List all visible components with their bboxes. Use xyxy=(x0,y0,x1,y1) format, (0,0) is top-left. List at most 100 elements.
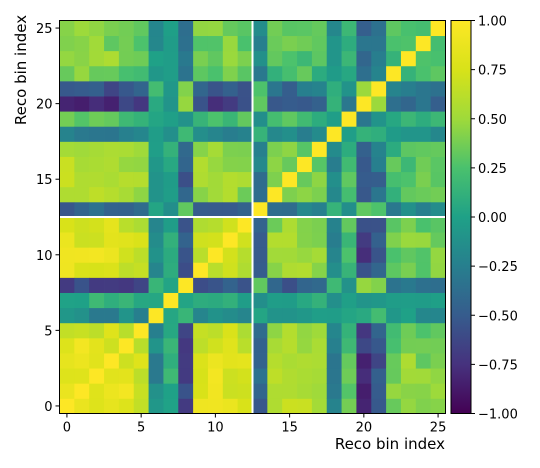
heatmap-cell xyxy=(193,50,209,67)
heatmap-cell xyxy=(133,20,149,37)
heatmap-cell xyxy=(59,217,75,233)
plot-frame xyxy=(59,20,446,414)
heatmap-cell xyxy=(282,50,298,67)
heatmap-cell xyxy=(415,141,432,157)
heatmap-cell xyxy=(282,217,298,233)
heatmap-cell xyxy=(311,217,328,233)
heatmap-cell xyxy=(297,80,313,97)
heatmap-cell xyxy=(237,50,253,67)
heatmap-cell xyxy=(297,201,313,218)
heatmap-cell xyxy=(341,80,357,97)
heatmap-cell xyxy=(400,337,417,354)
heatmap-cell xyxy=(237,156,253,173)
heatmap-cell xyxy=(148,80,164,97)
heatmap-cell xyxy=(89,20,105,37)
heatmap-cell xyxy=(193,353,209,369)
heatmap-cell xyxy=(371,65,387,82)
heatmap-cell xyxy=(89,383,105,399)
heatmap-cell xyxy=(341,171,357,188)
heatmap-cell xyxy=(282,247,298,263)
heatmap-cell xyxy=(386,186,402,203)
heatmap-cell xyxy=(222,141,239,157)
heatmap-cell xyxy=(163,277,179,293)
heatmap-cell xyxy=(326,186,342,203)
heatmap-cell xyxy=(163,96,179,112)
heatmap-cell xyxy=(133,262,149,278)
heatmap-cell xyxy=(104,383,120,399)
heatmap-cell xyxy=(59,35,75,52)
heatmap-cell xyxy=(193,277,209,293)
heatmap-cell xyxy=(104,398,120,414)
heatmap-cell xyxy=(415,156,432,173)
heatmap-cell xyxy=(178,20,194,37)
heatmap-cell xyxy=(326,65,342,82)
heatmap-cell xyxy=(207,337,224,354)
heatmap-cell xyxy=(89,353,105,369)
heatmap-cell xyxy=(59,80,75,97)
heatmap-cell xyxy=(326,383,342,399)
heatmap-cell xyxy=(252,111,268,127)
heatmap-cell xyxy=(207,35,224,52)
heatmap-cell xyxy=(89,186,105,203)
heatmap-cell xyxy=(371,50,387,67)
heatmap-cell xyxy=(74,277,90,293)
heatmap-cell xyxy=(222,232,239,248)
heatmap-cell xyxy=(59,96,75,112)
heatmap-cell xyxy=(133,292,149,309)
heatmap-cell xyxy=(282,80,298,97)
heatmap-cell xyxy=(371,141,387,157)
heatmap-cell xyxy=(252,232,268,248)
heatmap-cell xyxy=(282,65,298,82)
heatmap-cell xyxy=(297,232,313,248)
heatmap-cell xyxy=(386,247,402,263)
heatmap-cell xyxy=(207,171,224,188)
heatmap-cell xyxy=(178,96,194,112)
heatmap-cell xyxy=(311,262,328,278)
heatmap-cell xyxy=(400,307,417,324)
heatmap-cell xyxy=(74,292,90,309)
heatmap-cell xyxy=(415,186,432,203)
heatmap-cell xyxy=(356,96,372,112)
heatmap-cell xyxy=(207,186,224,203)
heatmap-cell xyxy=(282,292,298,309)
heatmap-cell xyxy=(297,368,313,384)
heatmap-cell xyxy=(326,247,342,263)
heatmap-cell xyxy=(178,277,194,293)
heatmap-cell xyxy=(311,50,328,67)
heatmap-cell xyxy=(59,277,75,293)
heatmap-cell xyxy=(386,307,402,324)
heatmap-cell xyxy=(163,307,179,324)
heatmap-cell xyxy=(341,353,357,369)
heatmap-cell xyxy=(386,20,402,37)
heatmap-cell xyxy=(430,156,446,173)
heatmap-cell xyxy=(400,292,417,309)
heatmap-cell xyxy=(74,171,90,188)
heatmap-cell xyxy=(207,80,224,97)
heatmap-cell xyxy=(415,50,432,67)
heatmap-cell xyxy=(133,35,149,52)
heatmap-cell xyxy=(297,96,313,112)
heatmap-cell xyxy=(74,35,90,52)
heatmap-cell xyxy=(297,111,313,127)
heatmap-cell xyxy=(282,398,298,414)
heatmap-cell xyxy=(267,20,283,37)
heatmap-cell xyxy=(430,80,446,97)
x-axis-ticks: 0 5 10 15 20 25 xyxy=(63,413,446,436)
heatmap-cell xyxy=(74,322,90,339)
heatmap-cell xyxy=(252,262,268,278)
heatmap-cell xyxy=(267,186,283,203)
heatmap-cell xyxy=(237,277,253,293)
heatmap-cell xyxy=(222,322,239,339)
heatmap-cell xyxy=(341,247,357,263)
heatmap-cell xyxy=(133,217,149,233)
heatmap-cell xyxy=(356,337,372,354)
heatmap-cell xyxy=(133,353,149,369)
heatmap-cell xyxy=(133,126,149,142)
heatmap-cell xyxy=(252,50,268,67)
heatmap-cell xyxy=(371,398,387,414)
heatmap-cell xyxy=(163,186,179,203)
heatmap-cell xyxy=(430,368,446,384)
heatmap-cell xyxy=(237,201,253,218)
heatmap-cell xyxy=(59,307,75,324)
heatmap-cell xyxy=(178,171,194,188)
